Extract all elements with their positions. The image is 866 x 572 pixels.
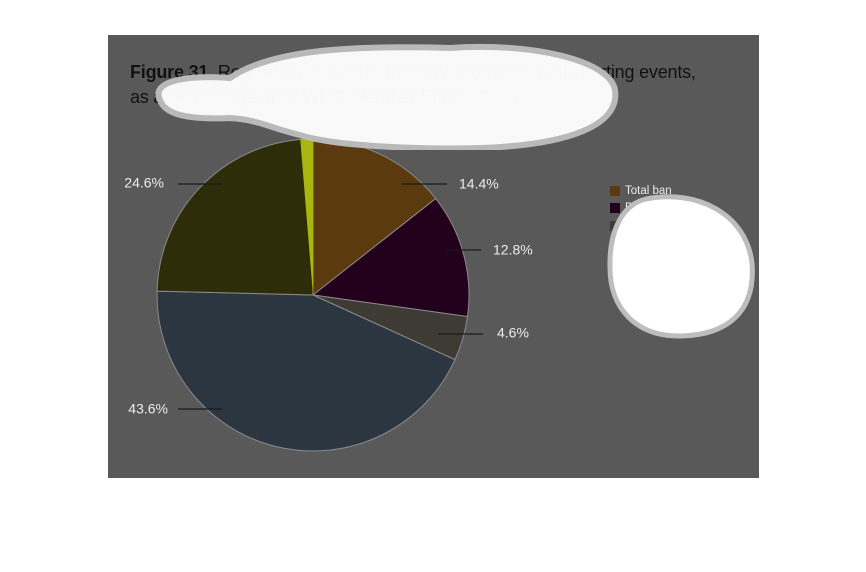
- legend-swatch: [610, 220, 620, 231]
- legend-label: No regulation: [625, 237, 694, 250]
- slice-label: 43.6%: [128, 401, 168, 417]
- slice-label: 4.6%: [497, 325, 529, 341]
- figure-title-line2: as a percentage of all WHO Member States…: [130, 87, 519, 107]
- legend: Total ban Partial ban Self-regulation No…: [610, 182, 714, 270]
- figure-title-line1: Regulation of alcohol industry sponsorsh…: [213, 62, 696, 82]
- legend-swatch: [610, 255, 620, 266]
- legend-swatch: [610, 238, 620, 249]
- slice-label: 14.4%: [459, 176, 499, 192]
- legend-swatch: [610, 203, 620, 214]
- legend-item-partial-ban: Partial ban: [610, 200, 714, 218]
- legend-item-total-ban: Total ban: [610, 182, 714, 200]
- legend-item-no-regulation: No regulation: [610, 235, 714, 253]
- legend-label: Total ban: [625, 184, 672, 197]
- slice-label: 12.8%: [493, 242, 533, 258]
- slice-sliver: [300, 139, 313, 295]
- legend-label: Self-regulation: [625, 219, 700, 232]
- figure-label: Figure 31.: [130, 62, 214, 82]
- slice-partial-ban: [311, 197, 470, 318]
- slice-label: 24.6%: [124, 175, 164, 191]
- slice-no-regulation: [156, 290, 456, 452]
- legend-item-self-regulation: Self-regulation: [610, 217, 714, 235]
- slice-no-data: [156, 138, 314, 296]
- legend-label: Partial ban: [625, 202, 680, 215]
- legend-label: No data available: [625, 254, 714, 267]
- legend-item-no-data: No data available: [610, 252, 714, 270]
- figure-title: Figure 31. Regulation of alcohol industr…: [130, 60, 750, 110]
- legend-swatch: [610, 185, 620, 196]
